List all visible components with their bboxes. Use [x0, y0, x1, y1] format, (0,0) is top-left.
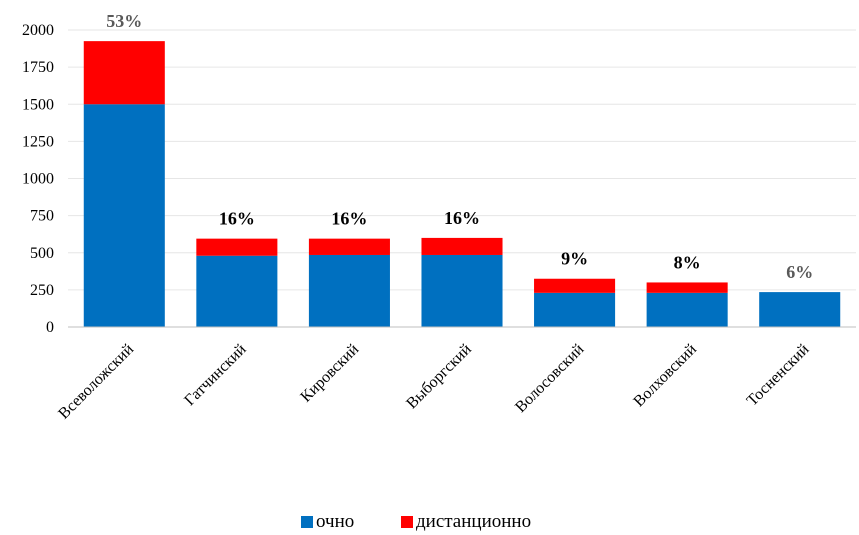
- bar-segment-0-0: [83, 104, 165, 327]
- bar-segment-0-6: [759, 292, 841, 327]
- y-tick-label-8: 2000: [22, 22, 54, 39]
- y-tick-label-6: 1500: [22, 96, 54, 113]
- data-label-4: 9%: [561, 249, 588, 269]
- category-label-2: Кировский: [297, 341, 362, 406]
- category-label-4: Волосовский: [512, 340, 588, 416]
- bar-segment-1-3: [421, 237, 503, 255]
- legend: очно дистанционно: [301, 511, 531, 532]
- y-axis-ticks: 0 250 500 750 1000 1250 1500 1750 2000: [22, 22, 54, 336]
- category-label-5: Волховский: [630, 340, 700, 410]
- legend-label-distantsionno: дистанционно: [416, 511, 531, 532]
- data-label-2: 16%: [331, 209, 367, 229]
- data-labels: 53% 16% 16% 16% 9% 8% 6%: [106, 11, 813, 282]
- bar-segment-1-2: [308, 238, 390, 255]
- bar-segment-1-5: [646, 282, 728, 293]
- data-label-1: 16%: [219, 209, 255, 229]
- y-tick-label-1: 250: [30, 282, 54, 299]
- category-label-3: Выборгский: [403, 340, 475, 412]
- category-label-6: Тосненский: [744, 340, 813, 409]
- bar-segment-1-4: [534, 278, 616, 293]
- y-tick-label-0: 0: [46, 319, 54, 336]
- bars: [83, 41, 841, 327]
- y-tick-label-5: 1250: [22, 133, 54, 150]
- legend-swatch-distantsionno: [401, 516, 413, 528]
- category-label-0: Всеволожский: [55, 340, 137, 422]
- legend-label-ochno: очно: [316, 511, 354, 532]
- y-tick-label-3: 750: [30, 208, 54, 225]
- bar-segment-0-2: [308, 254, 390, 327]
- bar-segment-1-1: [196, 238, 278, 256]
- bar-segment-1-0: [83, 41, 165, 105]
- y-tick-label-7: 1750: [22, 59, 54, 76]
- bar-segment-0-1: [196, 255, 278, 327]
- data-label-5: 8%: [674, 252, 701, 272]
- data-label-6: 6%: [786, 262, 813, 282]
- category-labels: Всеволожский Гатчинский Кировский Выборгски…: [55, 340, 813, 422]
- bar-segment-0-3: [421, 254, 503, 327]
- legend-swatch-ochno: [301, 516, 313, 528]
- bar-segment-0-5: [646, 292, 728, 327]
- bar-segment-0-4: [534, 292, 616, 327]
- data-label-0: 53%: [106, 11, 142, 31]
- y-tick-label-2: 500: [30, 245, 54, 262]
- category-label-1: Гатчинский: [181, 340, 250, 409]
- data-label-3: 16%: [444, 208, 480, 228]
- y-tick-label-4: 1000: [22, 171, 54, 188]
